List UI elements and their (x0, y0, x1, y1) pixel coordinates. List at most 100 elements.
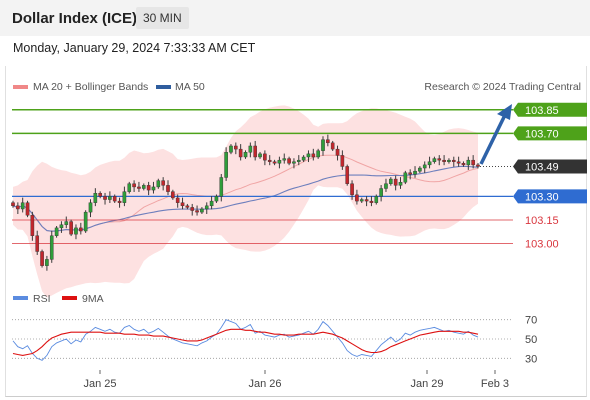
candle (321, 136, 325, 156)
candles (11, 134, 480, 271)
x-tick: Jan 25 (83, 370, 117, 390)
candle (108, 191, 112, 203)
ma50-legend-swatch (156, 85, 171, 89)
ma9-legend-label: 9MA (82, 293, 104, 305)
rsi-tick-label: 50 (525, 334, 537, 346)
candle (171, 189, 175, 200)
candle (195, 205, 199, 216)
candle (427, 156, 432, 169)
candle (224, 147, 228, 181)
candle (335, 145, 340, 161)
candle (340, 150, 345, 170)
candle (45, 255, 49, 271)
candle (374, 194, 379, 205)
candle (461, 161, 466, 167)
interval-badge[interactable]: 30 MIN (136, 7, 189, 29)
candle (200, 207, 204, 215)
candle (151, 181, 156, 194)
candle (451, 156, 456, 167)
candle (54, 225, 59, 238)
x-tick: Jan 29 (410, 370, 444, 390)
level-text: 103.30 (525, 191, 559, 203)
candle (93, 188, 98, 207)
rsi-legend-swatch (13, 296, 28, 300)
candle (364, 196, 369, 207)
candle (166, 180, 170, 196)
rsi-tick-70: 70 (12, 315, 537, 327)
candle (258, 151, 262, 159)
candle (117, 197, 122, 208)
level-text: 103.85 (525, 105, 559, 117)
level-text: 103.15 (525, 215, 559, 227)
candle (379, 185, 383, 202)
x-tick-label: Jan 29 (410, 378, 443, 390)
candle (306, 150, 311, 163)
level-label-103.49: 103.49 (513, 159, 587, 174)
candle (25, 200, 30, 218)
candle (263, 150, 267, 166)
candle (326, 134, 330, 147)
candle (112, 194, 117, 203)
candle (175, 194, 180, 208)
x-tick-label: Jan 25 (83, 378, 116, 390)
ma9-legend-swatch (62, 296, 77, 300)
bollinger-band-area (13, 105, 478, 298)
chart-frame (5, 66, 587, 397)
target-arrow (479, 104, 512, 165)
rsi-tick-30: 30 (12, 353, 537, 365)
candle (122, 186, 127, 207)
candle (156, 178, 161, 189)
candle (350, 180, 354, 200)
candle (16, 202, 20, 215)
candle (204, 202, 209, 215)
level-label-103.70: 103.70 (513, 126, 587, 141)
candle (437, 155, 442, 166)
level-label-103.85: 103.85 (513, 102, 587, 117)
x-axis: Jan 25 Jan 26 Jan 29 Feb 3 (83, 370, 509, 390)
candle (287, 156, 291, 166)
candle (296, 155, 301, 166)
candle (403, 170, 408, 185)
level-label-103.15: 103.15 (525, 215, 559, 227)
level-label-103.30: 103.30 (513, 189, 587, 204)
candle (98, 191, 102, 199)
candle (229, 144, 233, 155)
rsi-panel: 70 50 30 (12, 315, 537, 365)
level-text: 103.70 (525, 128, 559, 140)
candle (432, 156, 437, 164)
rsi-line (12, 319, 479, 361)
level-labels: 103.85 103.70 103.49 103.30 103.15 103.00 (513, 102, 587, 251)
ma50-legend-label: MA 50 (175, 81, 205, 93)
candle (272, 159, 277, 166)
candle (83, 210, 88, 233)
candle (422, 161, 427, 174)
ma20-legend-label: MA 20 + Bollinger Bands (33, 81, 148, 93)
candle (345, 164, 350, 186)
candle (180, 197, 185, 210)
candle (277, 156, 282, 169)
candle (447, 158, 451, 164)
level-text: 103.00 (525, 239, 559, 251)
candle (214, 194, 219, 203)
timestamp: Monday, January 29, 2024 7:33:33 AM CET (13, 41, 256, 55)
candle (456, 156, 461, 167)
candle (238, 144, 243, 161)
candle (418, 166, 422, 174)
candle (466, 156, 471, 170)
candle (40, 249, 44, 268)
candle (369, 196, 374, 207)
candle (219, 174, 224, 202)
rsi-legend-label: RSI (33, 293, 51, 305)
candle (209, 196, 214, 210)
candle (282, 153, 287, 164)
candle (141, 183, 146, 191)
candle (408, 169, 412, 180)
candle (30, 211, 35, 241)
candle (311, 148, 316, 161)
candle (79, 222, 83, 235)
chart-title: Dollar Index (ICE) (12, 10, 138, 27)
candle (146, 181, 151, 196)
candle (88, 199, 93, 218)
candle (35, 230, 40, 255)
candle (248, 142, 253, 158)
